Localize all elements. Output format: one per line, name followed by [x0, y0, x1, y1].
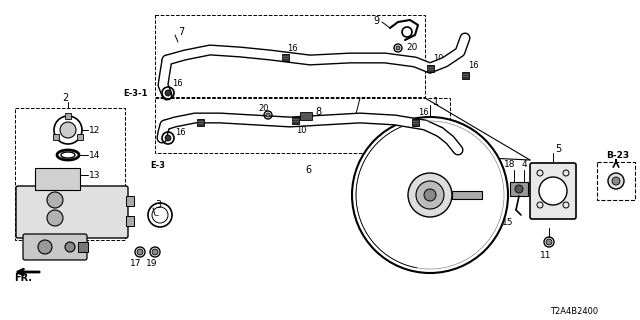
- Bar: [292, 117, 299, 124]
- Text: 20: 20: [406, 43, 417, 52]
- Circle shape: [408, 173, 452, 217]
- Text: 9: 9: [373, 16, 379, 26]
- Circle shape: [165, 135, 171, 141]
- Bar: [155, 98, 450, 153]
- Bar: [282, 54, 289, 61]
- Text: E-3-1: E-3-1: [124, 89, 148, 98]
- Text: 16: 16: [287, 44, 298, 52]
- Text: 16: 16: [175, 127, 186, 137]
- Text: 11: 11: [540, 252, 552, 260]
- Text: 13: 13: [89, 171, 100, 180]
- Text: 20: 20: [258, 103, 269, 113]
- Circle shape: [515, 185, 523, 193]
- Circle shape: [612, 177, 620, 185]
- Text: 7: 7: [178, 27, 184, 37]
- Circle shape: [60, 122, 76, 138]
- Circle shape: [47, 210, 63, 226]
- Bar: [78, 242, 88, 252]
- Circle shape: [137, 249, 143, 255]
- Text: 14: 14: [89, 150, 100, 159]
- Bar: [155, 15, 425, 97]
- Text: B-23: B-23: [606, 150, 629, 159]
- Text: 18: 18: [504, 159, 516, 169]
- Bar: [77, 134, 83, 140]
- Bar: [412, 119, 419, 126]
- Text: 5: 5: [555, 144, 561, 154]
- Circle shape: [47, 192, 63, 208]
- Bar: [197, 119, 204, 126]
- Text: E-3: E-3: [150, 161, 165, 170]
- Text: T2A4B2400: T2A4B2400: [550, 308, 598, 316]
- Text: 1: 1: [433, 97, 439, 107]
- Bar: [15, 108, 125, 240]
- Bar: [126, 216, 134, 226]
- Bar: [53, 134, 59, 140]
- Bar: [35, 168, 80, 190]
- Text: 16: 16: [418, 108, 429, 116]
- Text: 12: 12: [89, 125, 100, 134]
- Circle shape: [152, 249, 158, 255]
- Text: 10: 10: [433, 53, 444, 62]
- Bar: [65, 113, 71, 119]
- FancyBboxPatch shape: [23, 234, 87, 260]
- Bar: [126, 196, 134, 206]
- Text: 8: 8: [315, 107, 321, 117]
- Text: 3: 3: [155, 200, 161, 210]
- Text: 2: 2: [62, 93, 68, 103]
- Bar: [510, 182, 528, 196]
- Text: 16: 16: [468, 60, 479, 69]
- FancyBboxPatch shape: [530, 163, 576, 219]
- Text: 4: 4: [521, 159, 527, 169]
- Bar: [597, 162, 635, 200]
- Text: 6: 6: [305, 165, 311, 175]
- Circle shape: [546, 239, 552, 245]
- Bar: [462, 72, 469, 79]
- Circle shape: [352, 117, 508, 273]
- Circle shape: [608, 173, 624, 189]
- Circle shape: [396, 46, 400, 50]
- Text: 19: 19: [147, 259, 157, 268]
- Circle shape: [416, 181, 444, 209]
- FancyBboxPatch shape: [16, 186, 128, 238]
- Circle shape: [38, 240, 52, 254]
- Circle shape: [165, 90, 171, 96]
- Bar: [427, 65, 434, 72]
- Circle shape: [266, 113, 270, 117]
- Text: 16: 16: [172, 78, 182, 87]
- Bar: [300, 112, 312, 120]
- Text: 15: 15: [502, 218, 514, 227]
- Circle shape: [539, 177, 567, 205]
- Bar: [452, 191, 482, 199]
- Text: 17: 17: [131, 259, 141, 268]
- Text: FR.: FR.: [14, 273, 32, 283]
- Text: 10: 10: [296, 125, 307, 134]
- Circle shape: [65, 242, 75, 252]
- Circle shape: [424, 189, 436, 201]
